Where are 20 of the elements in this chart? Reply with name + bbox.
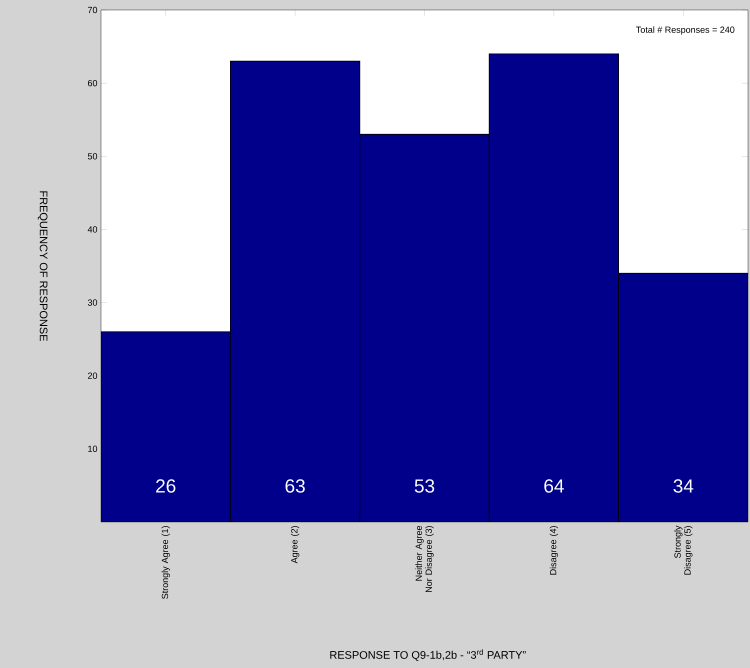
data-label: 26 bbox=[156, 479, 176, 493]
y-tick-label: 30 bbox=[88, 299, 98, 306]
y-tick-label: 50 bbox=[88, 153, 98, 160]
y-tick-label: 10 bbox=[88, 446, 98, 452]
x-tick-label: Disagree (4) bbox=[550, 526, 558, 575]
x-tick-label: Neither Agree Nor Disagree (3) bbox=[415, 526, 434, 592]
data-label: 64 bbox=[544, 479, 564, 493]
data-label: 53 bbox=[414, 479, 434, 493]
data-label: 34 bbox=[673, 479, 694, 493]
x-axis-title: RESPONSE TO Q9-1b,2b - “3$^{rd}$ PARTY” bbox=[330, 649, 526, 661]
data-label: 63 bbox=[286, 479, 305, 493]
x-tick-label: Strongly Disagree (5) bbox=[674, 526, 692, 575]
y-tick-label: 40 bbox=[88, 226, 98, 233]
y-tick-label: 20 bbox=[88, 372, 98, 379]
y-tick-label: 70 bbox=[88, 6, 98, 14]
y-tick-label: 60 bbox=[88, 80, 98, 86]
y-axis-title: FREQUENCY OF RESPONSE bbox=[38, 191, 48, 341]
annotation: Total # Responses = 240 bbox=[636, 26, 734, 35]
x-tick-label: Strongly Agree (1) bbox=[162, 526, 170, 599]
x-tick-label: Agree (2) bbox=[290, 526, 300, 564]
